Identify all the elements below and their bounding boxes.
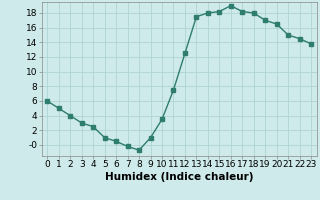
X-axis label: Humidex (Indice chaleur): Humidex (Indice chaleur) — [105, 172, 253, 182]
